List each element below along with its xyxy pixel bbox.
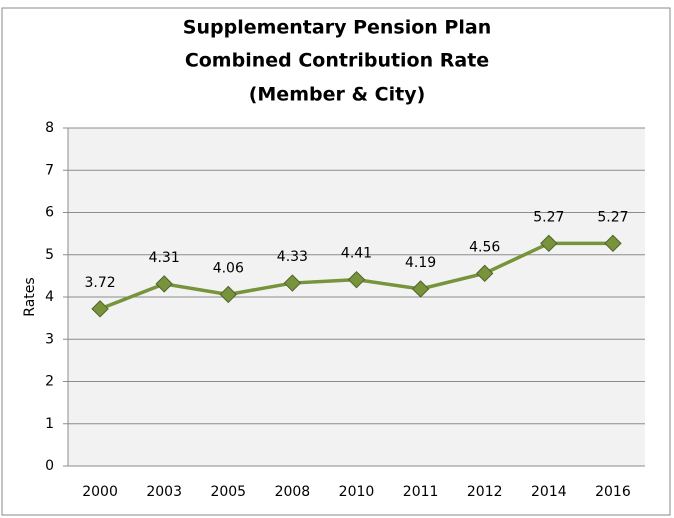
y-tick-label: 8 (45, 120, 54, 136)
x-tick-label: 2014 (531, 484, 567, 500)
x-tick-label: 2016 (595, 484, 631, 500)
y-tick-label: 3 (45, 331, 54, 347)
y-tick-label: 0 (45, 458, 54, 474)
x-tick-label: 2000 (82, 484, 118, 500)
data-label: 4.33 (277, 249, 308, 265)
data-label: 3.72 (84, 275, 115, 291)
data-point (540, 234, 558, 253)
y-axis-label: Rates (22, 277, 38, 316)
data-point (219, 285, 237, 304)
x-tick-label: 2003 (146, 484, 182, 500)
chart-title: Supplementary Pension Plan (183, 17, 491, 39)
data-label: 4.19 (405, 255, 436, 271)
data-label: 4.41 (341, 246, 372, 262)
x-tick-label: 2008 (275, 484, 311, 500)
data-point (347, 270, 366, 289)
y-tick-label: 6 (45, 205, 54, 221)
y-tick-label: 1 (45, 416, 54, 432)
x-tick-label: 2005 (210, 484, 246, 500)
data-point (155, 275, 173, 293)
data-point (411, 280, 430, 298)
data-point (91, 300, 109, 318)
data-label: 5.27 (597, 209, 628, 225)
chart-title: (Member & City) (249, 84, 426, 106)
data-label: 4.06 (213, 260, 244, 276)
x-tick-label: 2010 (339, 484, 375, 500)
y-tick-label: 5 (45, 247, 54, 263)
chart-title: Combined Contribution Rate (185, 50, 489, 72)
data-label: 4.56 (469, 239, 500, 255)
x-tick-label: 2012 (467, 484, 503, 500)
y-tick-label: 7 (45, 162, 54, 178)
data-point (476, 264, 494, 283)
x-tick-label: 2011 (403, 484, 439, 500)
y-tick-label: 2 (45, 374, 54, 390)
data-label: 4.31 (149, 250, 180, 266)
data-point (604, 234, 622, 253)
y-tick-label: 4 (45, 289, 54, 305)
data-label: 5.27 (533, 209, 564, 225)
data-point (283, 274, 302, 292)
